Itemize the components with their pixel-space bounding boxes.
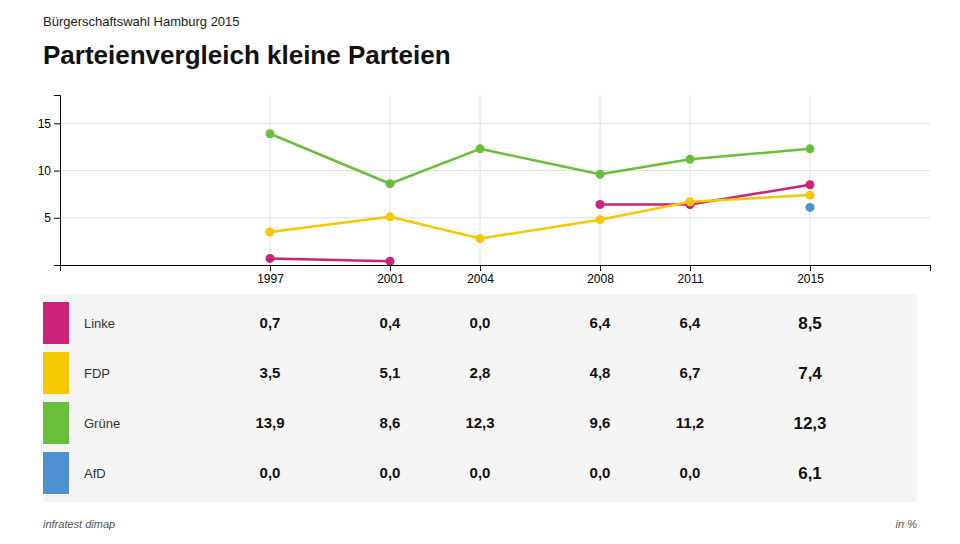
data-label: 9,6 <box>590 414 611 431</box>
series-marker <box>386 257 395 265</box>
legend-swatch <box>43 402 69 444</box>
series-marker <box>386 179 395 188</box>
x-tick: 2004 <box>467 265 494 286</box>
x-tick: 2001 <box>377 265 404 286</box>
y-axis: 5 10 15 <box>38 96 61 266</box>
data-label: 13,9 <box>255 414 284 431</box>
grid-line-x <box>270 95 271 265</box>
legend-label: FDP <box>84 366 110 381</box>
series-marker <box>266 227 275 236</box>
plot-area <box>266 129 815 265</box>
legend-swatch <box>43 352 69 394</box>
data-label: 12,3 <box>465 414 494 431</box>
data-label: 5,1 <box>380 364 401 381</box>
data-label: 6,7 <box>680 364 701 381</box>
series-marker <box>596 170 605 179</box>
y-tick-mark <box>54 123 60 124</box>
data-label: 0,0 <box>380 464 401 481</box>
series-line <box>270 134 810 184</box>
x-tick: 2011 <box>678 265 704 286</box>
y-tick: 5 <box>44 211 60 225</box>
data-label: 6,4 <box>590 314 612 331</box>
series-marker <box>686 197 695 206</box>
x-tick-label: 1997 <box>257 272 284 286</box>
x-tick-label: 2011 <box>678 272 704 286</box>
x-tick: 1997 <box>257 265 284 286</box>
data-label: 0,0 <box>590 464 611 481</box>
title: Parteienvergleich kleine Parteien <box>43 40 451 70</box>
subtitle: Bürgerschaftswahl Hamburg 2015 <box>43 14 240 29</box>
x-tick-mark <box>270 265 271 271</box>
series-line <box>270 185 810 261</box>
y-tick-label: 5 <box>44 211 51 225</box>
grid-line-y <box>60 217 930 218</box>
grid-line-y <box>60 123 930 124</box>
series-marker <box>806 144 815 153</box>
x-tick: 2015 <box>797 265 824 286</box>
x-tick-mark <box>690 265 691 271</box>
grid <box>60 95 930 265</box>
y-tick: 15 <box>38 117 60 131</box>
data-label: 0,4 <box>380 314 402 331</box>
y-tick-label: 10 <box>38 164 52 178</box>
data-label: 4,8 <box>590 364 611 381</box>
chart: Bürgerschaftswahl Hamburg 2015 Parteienve… <box>0 0 960 544</box>
legend-swatch <box>43 452 69 494</box>
series-marker <box>266 254 275 263</box>
series-marker <box>806 180 815 189</box>
data-label: 7,4 <box>798 364 822 383</box>
x-tick-label: 2001 <box>377 272 404 286</box>
data-label: 3,5 <box>260 364 281 381</box>
data-label: 2,8 <box>470 364 491 381</box>
data-label: 0,7 <box>260 314 281 331</box>
series-marker <box>596 200 605 209</box>
grid-line-x <box>600 95 601 265</box>
y-axis-line <box>54 96 61 266</box>
series-marker <box>806 203 815 212</box>
series-marker <box>596 215 605 224</box>
series-marker <box>266 129 275 138</box>
value-table: Linke 0,7 0,4 0,0 6,4 6,4 8,5 FDP 3,5 5,1 2,8 4,8 6,… <box>43 294 917 502</box>
y-tick-mark <box>54 218 60 219</box>
legend-swatch <box>43 302 69 344</box>
series-marker <box>806 191 815 200</box>
x-tick-label: 2004 <box>467 272 494 286</box>
series-marker <box>386 212 395 221</box>
legend-label: Grüne <box>84 416 120 431</box>
x-tick-label: 2015 <box>797 272 824 286</box>
data-label: 0,0 <box>470 314 491 331</box>
data-label: 0,0 <box>260 464 281 481</box>
table-background <box>43 294 917 502</box>
data-label: 0,0 <box>680 464 701 481</box>
series-marker <box>476 144 485 153</box>
x-tick: 2008 <box>587 265 614 286</box>
legend-label: AfD <box>84 466 106 481</box>
data-label: 6,1 <box>798 464 822 483</box>
data-label: 0,0 <box>470 464 491 481</box>
annotation: infratest dimap <box>43 518 115 530</box>
y-tick-label: 15 <box>38 117 52 131</box>
x-tick-mark <box>600 265 601 271</box>
x-axis: 1997 2001 2004 2008 2011 2015 <box>61 265 931 286</box>
x-tick-mark <box>810 265 811 271</box>
data-label: 12,3 <box>793 414 826 433</box>
data-label: 8,5 <box>798 314 822 333</box>
data-label: 8,6 <box>380 414 401 431</box>
x-tick-label: 2008 <box>587 272 614 286</box>
data-label: 6,4 <box>680 314 702 331</box>
annotation: in % <box>896 518 918 530</box>
data-label: 11,2 <box>676 414 704 431</box>
x-axis-line <box>61 266 931 272</box>
y-tick: 10 <box>38 164 60 178</box>
series-line <box>270 195 810 238</box>
series-marker <box>476 234 485 243</box>
series-marker <box>686 155 695 164</box>
grid-line-x <box>810 95 811 265</box>
grid-line-x <box>690 95 691 265</box>
x-tick-mark <box>390 265 391 271</box>
grid-line-y <box>60 170 930 171</box>
legend-label: Linke <box>84 316 115 331</box>
y-tick-mark <box>54 171 60 172</box>
x-tick-mark <box>480 265 481 271</box>
